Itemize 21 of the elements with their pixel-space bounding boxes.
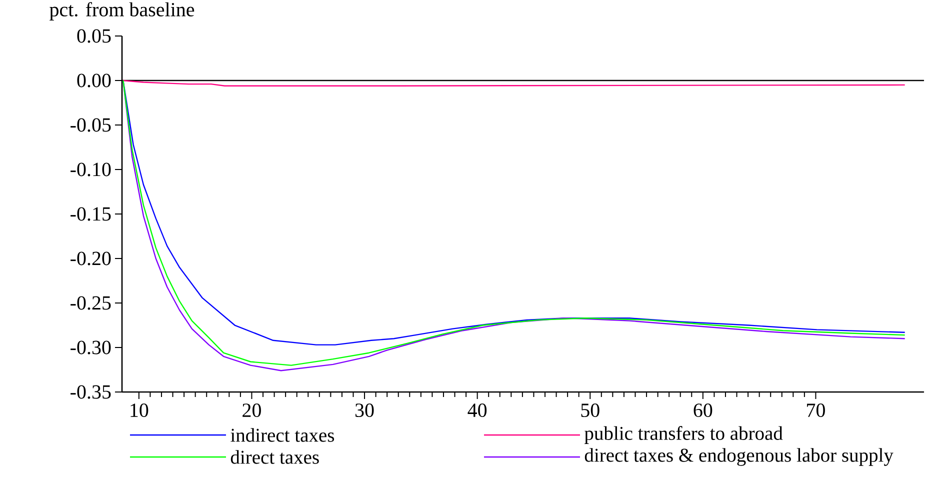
x-tick-label: 40 [468, 404, 487, 418]
legend-label: public transfers to abroad [584, 426, 783, 444]
y-tick-label: -0.05 [70, 118, 111, 132]
y-tick-label: 0.05 [77, 29, 111, 43]
y-tick-label: -0.20 [70, 252, 111, 266]
x-tick-label: 70 [807, 404, 825, 418]
x-tick-label: 50 [581, 404, 600, 418]
y-tick-label: -0.15 [70, 207, 111, 221]
y-axis-title: pct. from baseline [50, 2, 194, 20]
x-tick-label: 10 [130, 404, 148, 418]
x-tick-label: 30 [355, 404, 374, 418]
y-tick-label: -0.10 [70, 162, 111, 176]
legend-label: direct taxes & endogenous labor supply [584, 448, 894, 466]
y-tick-label: -0.25 [70, 296, 111, 310]
x-tick-label: 20 [242, 404, 261, 418]
x-tick-label: 60 [694, 404, 712, 418]
y-tick-label: -0.35 [70, 385, 111, 399]
legend-label: direct taxes [230, 450, 319, 464]
legend-label: indirect taxes [230, 428, 334, 442]
y-tick-label: 0.00 [77, 74, 111, 88]
y-tick-label: -0.30 [70, 340, 111, 354]
